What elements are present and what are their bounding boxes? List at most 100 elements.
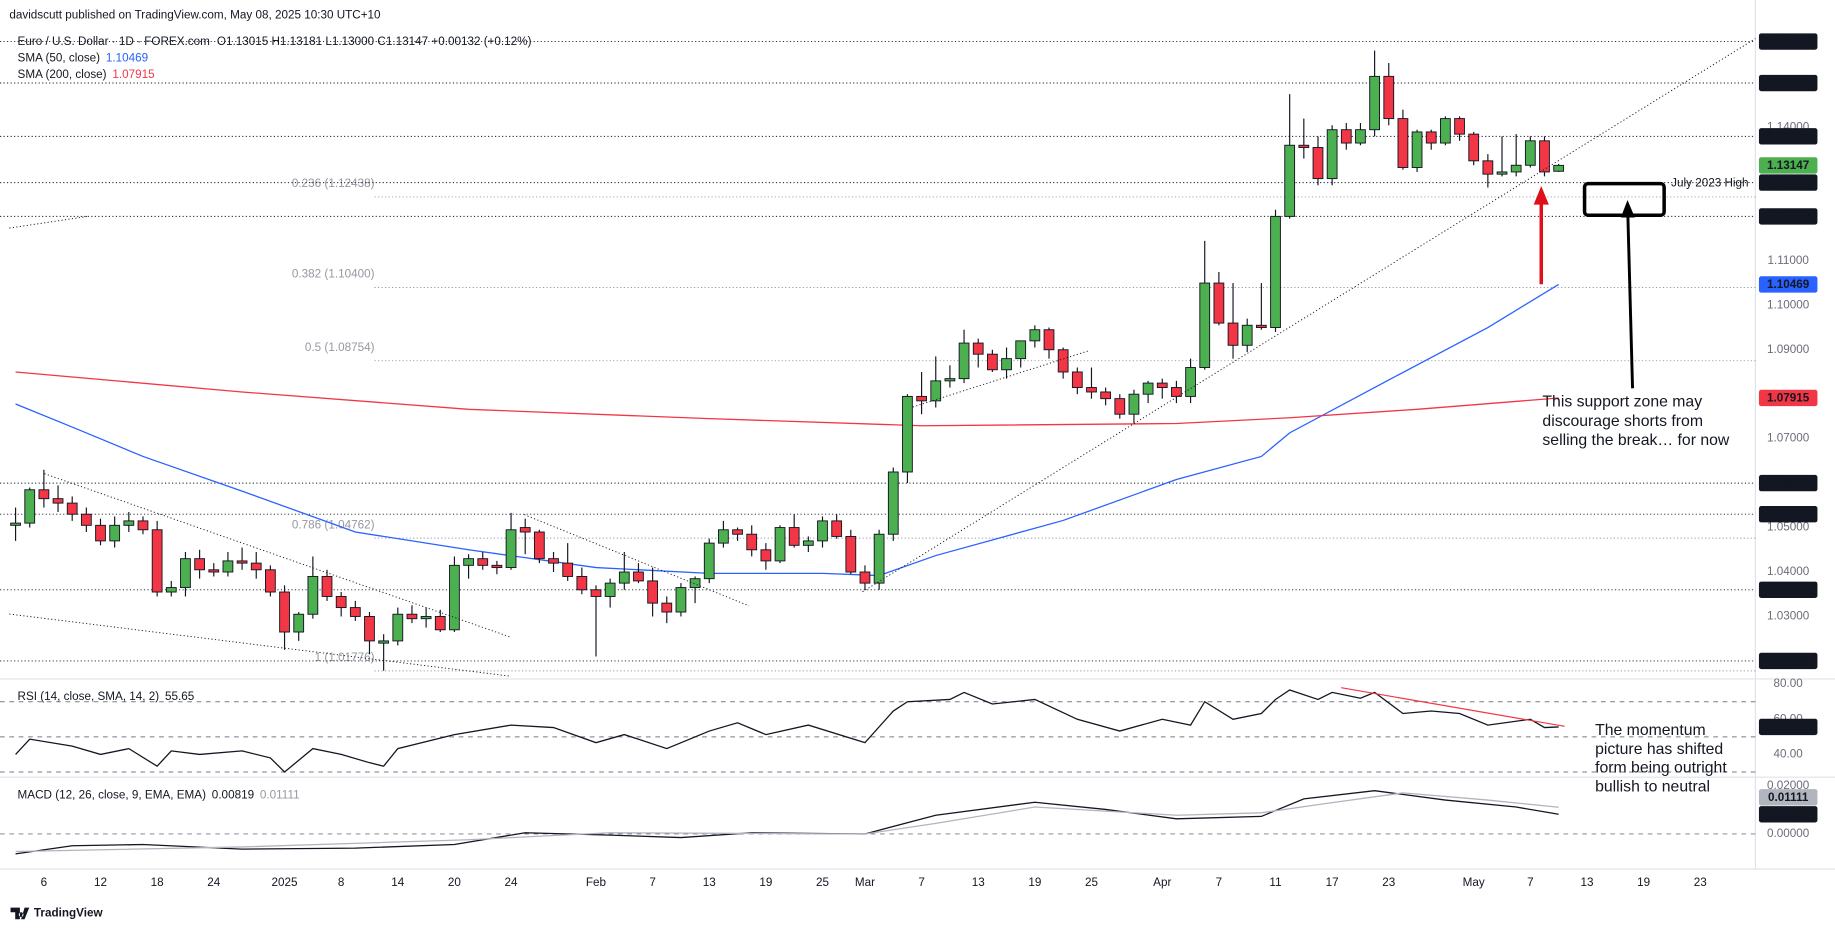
candle-body xyxy=(52,498,64,504)
x-tick-label: 19 xyxy=(1637,876,1650,889)
candle-body xyxy=(1100,391,1112,400)
candle-body xyxy=(1326,129,1338,180)
price-box-label: 1.07915 xyxy=(1767,392,1810,405)
x-tick-label: 13 xyxy=(703,876,716,889)
price-box xyxy=(1758,718,1818,736)
candle-body xyxy=(930,380,942,402)
candle-body xyxy=(477,558,489,566)
y-tick-label: 1.10000 xyxy=(1767,298,1810,311)
candle-body xyxy=(1425,131,1437,144)
candle-body xyxy=(562,562,574,577)
y-tick-label: 40.00 xyxy=(1774,748,1804,761)
candle-body xyxy=(647,580,659,604)
momentum-note: bullish to neutral xyxy=(1595,778,1710,795)
y-tick-label: 80.00 xyxy=(1774,677,1804,690)
price-box-label: 1.03600 xyxy=(1767,583,1810,596)
y-tick-label: 1.04000 xyxy=(1767,565,1810,578)
candle-body xyxy=(802,540,814,546)
indicator-value: 0.01111 xyxy=(260,788,300,801)
price-box-label: 55.65 xyxy=(1774,721,1804,734)
trendline xyxy=(912,350,1089,408)
black-arrow xyxy=(1626,215,1635,389)
candle-body xyxy=(986,353,998,371)
x-tick-label: 6 xyxy=(41,876,48,889)
momentum-note: form being outright xyxy=(1595,760,1727,777)
x-tick-label: Apr xyxy=(1153,876,1171,889)
sma-legend: SMA (200, close) 1.07915 xyxy=(18,68,156,81)
candle-body xyxy=(151,529,163,593)
price-box xyxy=(1758,33,1818,50)
indicator-legend: RSI (14, close, SMA, 14, 2) 55.65 xyxy=(18,690,195,703)
candle-body xyxy=(165,587,177,593)
price-box-label: 1.15000 xyxy=(1767,77,1810,90)
layer-boxes: 1.15933 1.15000 1.13800 1.13147 1.12760 1.120… xyxy=(1758,33,1818,823)
fib-label: 0.382 (1.10400) xyxy=(292,268,375,281)
x-tick-label: 19 xyxy=(759,876,772,889)
series-line xyxy=(15,689,1559,773)
candle-body xyxy=(972,342,984,355)
y-tick-label: 0.00000 xyxy=(1767,827,1810,840)
candle-body xyxy=(774,527,786,562)
candle-body xyxy=(1553,164,1565,172)
candle-body xyxy=(1440,118,1451,144)
fib-label: 0.5 (1.08754) xyxy=(305,341,375,354)
candle-body xyxy=(788,527,800,546)
price-box xyxy=(1758,74,1818,92)
red-arrowhead xyxy=(1533,185,1549,205)
x-tick-label: 2025 xyxy=(272,876,299,889)
fib-label: 1 (1.01776) xyxy=(315,651,375,664)
annotations: July 2023 High This support zone may dis… xyxy=(1533,177,1749,795)
price-box xyxy=(1758,652,1818,670)
candle-body xyxy=(1128,393,1140,415)
x-tick-label: Feb xyxy=(586,876,607,889)
candle-body xyxy=(180,558,191,589)
candle-body xyxy=(760,549,772,562)
candle-body xyxy=(1298,144,1310,148)
candle-body xyxy=(873,533,885,584)
indicator-value: 55.65 xyxy=(165,690,195,703)
x-tick-label: 11 xyxy=(1269,876,1281,889)
indicator-value: 0.00819 xyxy=(212,788,254,801)
x-tick-label: 23 xyxy=(1694,876,1707,889)
layer-legend: SMA (50, close) 1.10469 SMA (200, close) 1.… xyxy=(18,52,300,802)
logo: TradingView xyxy=(10,907,103,920)
x-tick-label: 13 xyxy=(1580,876,1593,889)
candle-body xyxy=(845,535,857,573)
momentum-note: picture has shifted xyxy=(1595,741,1723,758)
x-tick-label: 25 xyxy=(816,876,830,889)
price-box xyxy=(1758,474,1818,492)
price-box-label: 1.10469 xyxy=(1767,278,1810,291)
candle-body xyxy=(208,569,220,573)
candle-body xyxy=(1539,140,1550,173)
price-box xyxy=(1758,128,1818,145)
candle-body xyxy=(1086,387,1097,393)
y-tick-label: 1.05000 xyxy=(1767,521,1810,534)
x-tick-label: 17 xyxy=(1326,876,1339,889)
candle-body xyxy=(1057,349,1069,373)
candle-body xyxy=(618,571,630,584)
candle-body xyxy=(1171,387,1182,397)
candle-body xyxy=(1071,371,1083,388)
candle-body xyxy=(378,640,390,644)
price-box-label: 1.13147 xyxy=(1767,159,1809,172)
fib-label: 0.236 (1.12438) xyxy=(292,177,375,190)
x-tick-label: 7 xyxy=(1216,876,1223,889)
layer-axis: 1.140001.110001.100001.090001.070001.050… xyxy=(41,121,1810,890)
candle-body xyxy=(675,587,687,613)
price-box-label: 1.02000 xyxy=(1767,655,1810,668)
candle-body xyxy=(732,529,743,535)
candle-body xyxy=(1156,382,1168,388)
candle-body xyxy=(1312,147,1324,180)
candle-body xyxy=(123,520,135,526)
candle-body xyxy=(307,575,319,615)
x-tick-label: 7 xyxy=(918,876,925,889)
price-box-label: 1.12760 xyxy=(1767,176,1810,189)
price-box xyxy=(1758,276,1818,293)
indicator-title: MACD (12, 26, close, 9, EMA, EMA) xyxy=(18,788,207,801)
candle-body xyxy=(1482,160,1494,175)
symbol: Euro / U.S. Dollar · 1D · FOREX.com xyxy=(18,35,210,48)
candle-body xyxy=(1510,164,1522,173)
candle-body xyxy=(434,615,446,631)
candle-body xyxy=(817,520,828,542)
